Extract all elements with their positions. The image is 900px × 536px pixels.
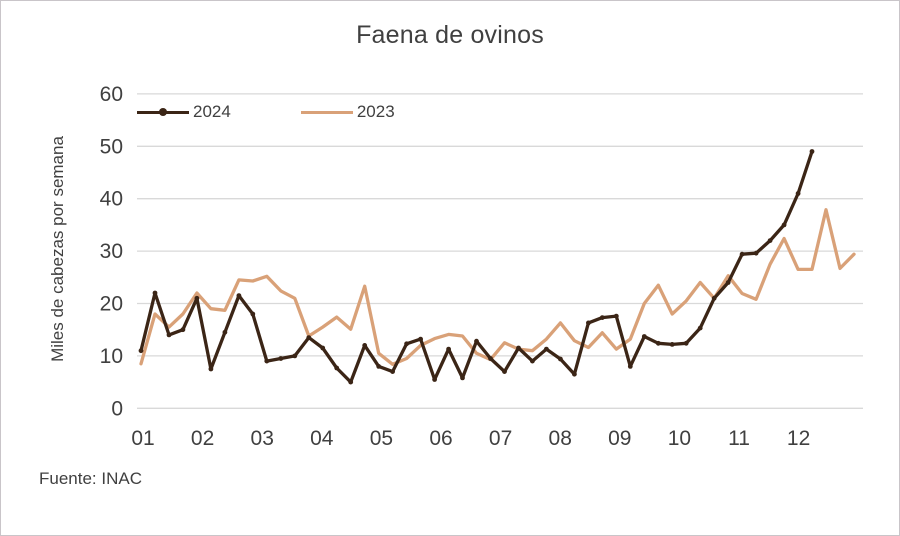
source-note: Fuente: INAC — [39, 469, 142, 488]
svg-text:07: 07 — [489, 427, 512, 450]
legend-line-2024-icon — [137, 107, 189, 116]
svg-text:12: 12 — [787, 427, 810, 450]
svg-text:50: 50 — [100, 135, 123, 158]
legend-item-2023: 2023 — [300, 102, 395, 122]
svg-text:11: 11 — [728, 427, 750, 450]
legend-item-2024: 2024 — [137, 102, 231, 122]
chart-title: Faena de ovinos — [356, 21, 544, 49]
svg-text:20: 20 — [100, 293, 123, 316]
svg-text:06: 06 — [429, 427, 452, 450]
svg-text:03: 03 — [251, 427, 274, 450]
legend-label-2023: 2023 — [356, 102, 395, 121]
svg-text:04: 04 — [310, 427, 334, 450]
svg-text:60: 60 — [100, 83, 123, 106]
svg-text:0: 0 — [111, 397, 123, 420]
svg-text:09: 09 — [608, 427, 631, 450]
svg-text:01: 01 — [131, 427, 154, 450]
legend-marker-2024-icon — [159, 107, 167, 116]
svg-text:30: 30 — [100, 240, 123, 263]
svg-text:08: 08 — [549, 427, 572, 450]
svg-text:05: 05 — [370, 427, 393, 450]
svg-text:10: 10 — [668, 427, 691, 450]
legend: 2024 2023 — [137, 101, 451, 123]
legend-label-2024: 2024 — [193, 102, 231, 121]
legend-line-2023-icon — [300, 110, 353, 114]
svg-text:40: 40 — [100, 188, 123, 211]
y-axis-title: Miles de cabezas por semana — [48, 136, 67, 362]
svg-text:10: 10 — [100, 345, 123, 368]
svg-text:02: 02 — [191, 427, 214, 450]
